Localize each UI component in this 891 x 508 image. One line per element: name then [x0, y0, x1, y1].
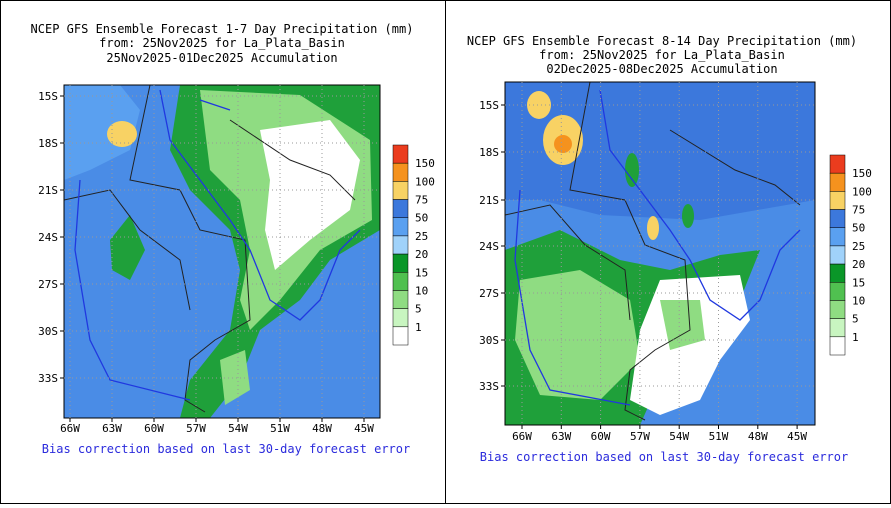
colorbar-label: 50: [415, 212, 428, 225]
colorbar-bin: [392, 308, 409, 328]
colorbar-label: 5: [415, 303, 422, 316]
lon-label: 63W: [551, 430, 571, 443]
colorbar-label: 150: [415, 157, 435, 170]
colorbar-bin: [829, 263, 846, 283]
footer-note: Bias correction based on last 30-day for…: [480, 450, 848, 464]
colorbar-bin: [392, 235, 409, 255]
colorbar-bin: [829, 172, 846, 192]
colorbar-bin: [829, 282, 846, 301]
colorbar-label: 100: [415, 175, 435, 188]
lat-label: 24S: [479, 240, 499, 253]
colorbar-label: 75: [415, 194, 428, 207]
colorbar-label: 1: [415, 321, 422, 334]
colorbar-bin: [829, 191, 846, 210]
lat-label: 15S: [38, 90, 58, 103]
colorbar-bin: [392, 144, 409, 164]
lon-label: 60W: [144, 422, 164, 435]
lat-label: 21S: [479, 194, 499, 207]
panel-title: from: 25Nov2025 for La_Plata_Basin: [99, 36, 345, 50]
colorbar-label: 25: [852, 240, 865, 253]
colorbar-bin: [829, 154, 846, 174]
lat-label: 27S: [38, 278, 58, 291]
colorbar-bin: [829, 336, 846, 356]
colorbar-bin: [392, 217, 409, 237]
lon-label: 63W: [102, 422, 122, 435]
colorbar-label: 1: [852, 331, 859, 344]
colorbar-bin: [829, 300, 846, 319]
colorbar-bin: [392, 253, 409, 273]
lat-label: 33S: [479, 380, 499, 393]
lat-label: 27S: [479, 287, 499, 300]
colorbar-label: 10: [415, 284, 428, 297]
panel-title: NCEP GFS Ensemble Forecast 1-7 Day Preci…: [31, 22, 414, 36]
lon-label: 54W: [228, 422, 248, 435]
colorbar-label: 20: [415, 248, 428, 261]
panel-title: from: 25Nov2025 for La_Plata_Basin: [539, 48, 785, 62]
colorbar-label: 50: [852, 222, 865, 235]
colorbar-bin: [829, 209, 846, 228]
lat-label: 24S: [38, 231, 58, 244]
colorbar-label: 75: [852, 204, 865, 217]
lat-label: 33S: [38, 372, 58, 385]
colorbar-bin: [392, 272, 409, 291]
lat-label: 15S: [479, 99, 499, 112]
colorbar-bin: [392, 162, 409, 182]
colorbar-bin: [392, 199, 409, 218]
panel-title: 02Dec2025-08Dec2025 Accumulation: [546, 62, 777, 76]
colorbar-bin: [392, 290, 409, 309]
lon-label: 57W: [186, 422, 206, 435]
map-frame: [504, 81, 816, 426]
colorbar-bin: [829, 227, 846, 247]
footer-note: Bias correction based on last 30-day for…: [42, 442, 410, 456]
map-1: [63, 84, 380, 418]
lon-label: 48W: [312, 422, 332, 435]
colorbar-label: 25: [415, 230, 428, 243]
colorbar-label: 5: [852, 313, 859, 326]
colorbar-bin: [829, 318, 846, 338]
colorbar-label: 15: [415, 266, 428, 279]
map-frame: [63, 84, 381, 419]
colorbar-label: 150: [852, 167, 872, 180]
lat-label: 30S: [38, 325, 58, 338]
lat-label: 30S: [479, 334, 499, 347]
lon-label: 54W: [669, 430, 689, 443]
lon-label: 45W: [354, 422, 374, 435]
lon-label: 66W: [512, 430, 532, 443]
lat-label: 18S: [479, 146, 499, 159]
lon-label: 57W: [630, 430, 650, 443]
colorbar-label: 100: [852, 185, 872, 198]
colorbar-bin: [829, 245, 846, 265]
panel-title: 25Nov2025-01Dec2025 Accumulation: [106, 51, 337, 65]
lon-label: 51W: [709, 430, 729, 443]
lon-label: 45W: [787, 430, 807, 443]
lon-label: 51W: [270, 422, 290, 435]
colorbar-bin: [392, 181, 409, 200]
lat-label: 18S: [38, 137, 58, 150]
lon-label: 66W: [60, 422, 80, 435]
colorbar-label: 20: [852, 258, 865, 271]
colorbar-label: 15: [852, 276, 865, 289]
lat-label: 21S: [38, 184, 58, 197]
map-2: [504, 81, 815, 425]
colorbar-bin: [392, 326, 409, 346]
panel-title: NCEP GFS Ensemble Forecast 8-14 Day Prec…: [467, 34, 857, 48]
colorbar-label: 10: [852, 294, 865, 307]
lon-label: 48W: [748, 430, 768, 443]
lon-label: 60W: [591, 430, 611, 443]
